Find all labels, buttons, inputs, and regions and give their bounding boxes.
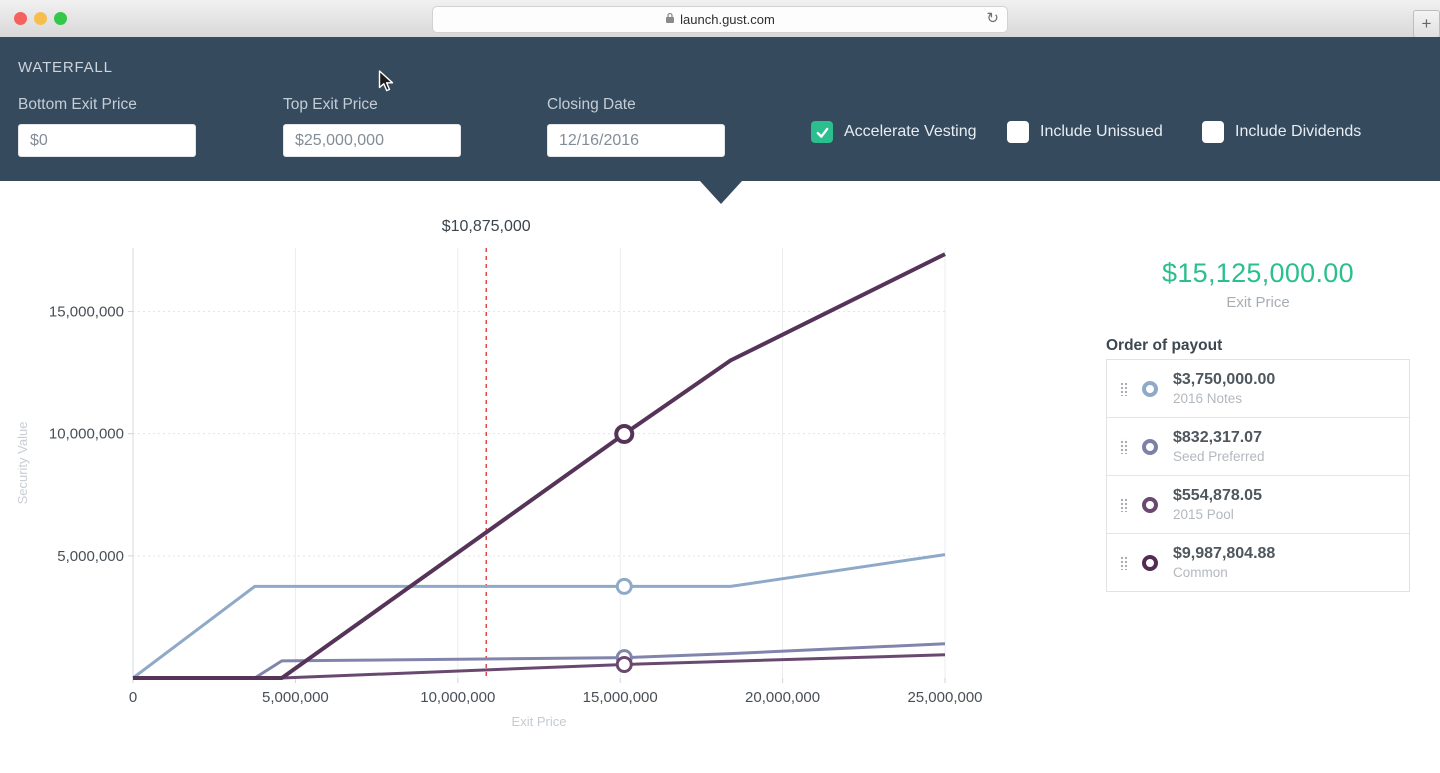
payout-amount: $9,987,804.88: [1173, 545, 1276, 562]
x-axis-title: Exit Price: [512, 714, 567, 729]
include-unissued-checkbox[interactable]: [1007, 121, 1029, 143]
closing-date-input[interactable]: [547, 124, 725, 157]
drag-handle-icon[interactable]: [1120, 439, 1128, 454]
minimize-window-button[interactable]: [34, 12, 47, 25]
accelerate-vesting-toggle[interactable]: Accelerate Vesting: [811, 121, 977, 143]
payout-name: 2016 Notes: [1173, 391, 1243, 406]
bottom-exit-price-field: Bottom Exit Price: [18, 96, 196, 157]
payout-row[interactable]: $3,750,000.00 2016 Notes: [1107, 360, 1409, 418]
cursor-value-label: $10,875,000: [442, 218, 531, 235]
checkbox-label[interactable]: Include Dividends: [1235, 123, 1362, 140]
top-exit-price-input[interactable]: [283, 124, 461, 157]
include-unissued-toggle[interactable]: Include Unissued: [1007, 121, 1163, 143]
series-marker-2015-pool[interactable]: [615, 655, 633, 673]
series-marker-2016-notes[interactable]: [615, 577, 633, 595]
address-bar[interactable]: launch.gust.com ↻: [432, 6, 1008, 33]
payout-row[interactable]: $9,987,804.88 Common: [1107, 534, 1409, 591]
waterfall-chart[interactable]: 0 5,000,000 10,000,000 15,000,000 20,000,000…: [0, 181, 1010, 761]
header-pointer-arrow: [700, 181, 742, 204]
field-label: Top Exit Price: [283, 96, 378, 113]
payout-name: 2015 Pool: [1173, 507, 1234, 522]
browser-chrome: launch.gust.com ↻ +: [0, 0, 1440, 38]
bottom-exit-price-input[interactable]: [18, 124, 196, 157]
y-tick-label: 10,000,000: [49, 426, 124, 443]
drag-handle-icon[interactable]: [1120, 381, 1128, 396]
payout-row[interactable]: $832,317.07 Seed Preferred: [1107, 418, 1409, 476]
lock-icon: [665, 11, 675, 29]
series-ring-icon: [1142, 496, 1158, 513]
checkbox-label[interactable]: Include Unissued: [1040, 123, 1163, 140]
exit-price-block: $15,125,000.00 Exit Price: [1106, 258, 1410, 311]
y-tick-label: 15,000,000: [49, 304, 124, 321]
x-tick-label: 5,000,000: [262, 689, 329, 706]
drag-handle-icon[interactable]: [1120, 555, 1128, 570]
series-ring-icon: [1142, 554, 1158, 571]
check-icon: [816, 127, 828, 138]
series-line-seed-preferred: [133, 642, 946, 680]
include-dividends-toggle[interactable]: Include Dividends: [1202, 121, 1361, 143]
y-tick-label: 5,000,000: [57, 548, 124, 565]
series-ring-icon: [1142, 380, 1158, 397]
new-tab-button[interactable]: +: [1413, 10, 1440, 38]
payout-list: $3,750,000.00 2016 Notes $832,317.07 See…: [1106, 359, 1410, 592]
page-title: WATERFALL: [18, 59, 113, 76]
include-dividends-checkbox[interactable]: [1202, 121, 1224, 143]
field-label: Bottom Exit Price: [18, 96, 137, 113]
payout-name: Common: [1173, 565, 1228, 580]
x-tick-label: 25,000,000: [907, 689, 982, 706]
payout-title: Order of payout: [1106, 337, 1223, 354]
drag-handle-icon[interactable]: [1120, 497, 1128, 512]
payout-name: Seed Preferred: [1173, 449, 1265, 464]
exit-price-label: Exit Price: [1226, 294, 1290, 311]
field-label: Closing Date: [547, 96, 636, 113]
x-tick-label: 20,000,000: [745, 689, 820, 706]
reload-icon[interactable]: ↻: [986, 10, 999, 27]
checkbox-label[interactable]: Accelerate Vesting: [844, 123, 977, 140]
closing-date-field: Closing Date: [547, 96, 725, 157]
payout-row[interactable]: $554,878.05 2015 Pool: [1107, 476, 1409, 534]
series-marker-common[interactable]: [614, 423, 635, 444]
x-tick-label: 10,000,000: [420, 689, 495, 706]
zoom-window-button[interactable]: [54, 12, 67, 25]
payout-amount: $832,317.07: [1173, 429, 1262, 446]
series-line-common: [133, 252, 946, 680]
exit-price-value: $15,125,000.00: [1162, 258, 1354, 288]
chart-region: 0 5,000,000 10,000,000 15,000,000 20,000,000…: [0, 181, 1010, 761]
payout-amount: $3,750,000.00: [1173, 371, 1276, 388]
url-text: launch.gust.com: [680, 12, 775, 27]
top-exit-price-field: Top Exit Price: [283, 96, 461, 157]
waterfall-header: WATERFALL Bottom Exit Price Top Exit Pri…: [0, 37, 1440, 181]
close-window-button[interactable]: [14, 12, 27, 25]
x-tick-label: 0: [129, 689, 137, 706]
y-axis-title: Security Value: [15, 422, 30, 505]
payout-amount: $554,878.05: [1173, 487, 1262, 504]
x-tick-label: 15,000,000: [583, 689, 658, 706]
mouse-cursor-icon: [378, 70, 394, 92]
series-line-2016-notes: [132, 553, 946, 680]
accelerate-vesting-checkbox[interactable]: [811, 121, 833, 143]
series-ring-icon: [1142, 438, 1158, 455]
